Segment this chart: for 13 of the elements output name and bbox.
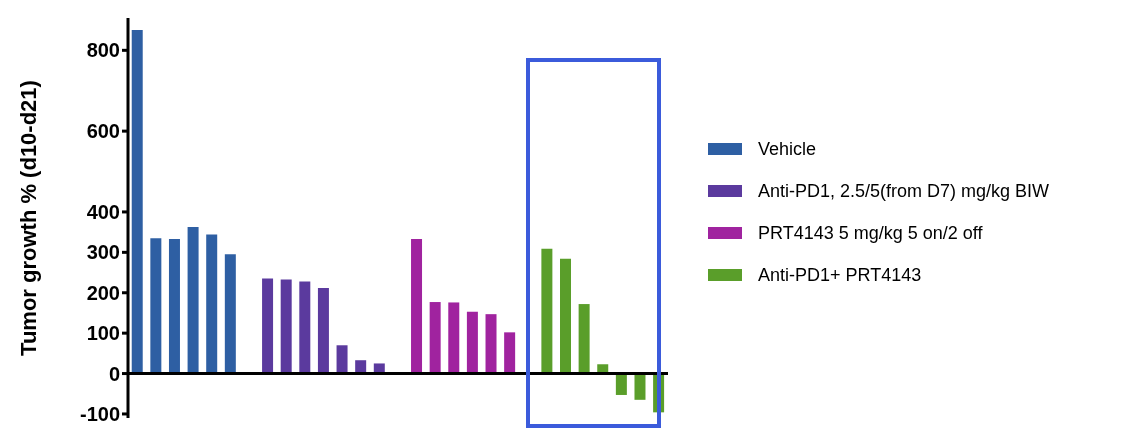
legend-label: Anti-PD1, 2.5/5(from D7) mg/kg BIW: [758, 180, 1050, 202]
y-tick-label: 0: [108, 362, 120, 385]
y-tick-label: 200: [86, 281, 120, 304]
y-tick-label: 100: [86, 322, 120, 345]
y-tick-label: -100: [79, 403, 120, 426]
legend-label: Anti-PD1+ PRT4143: [758, 264, 922, 286]
y-axis-title: Tumor growth % (d10-d21): [15, 80, 41, 356]
legend-label: Vehicle: [758, 138, 817, 160]
y-tick-label: 600: [86, 120, 120, 143]
y-tick-label: 800: [86, 39, 120, 62]
y-tick-label: 400: [86, 201, 120, 224]
y-tick-label: 300: [86, 241, 120, 264]
legend-label: PRT4143 5 mg/kg 5 on/2 off: [758, 222, 983, 244]
